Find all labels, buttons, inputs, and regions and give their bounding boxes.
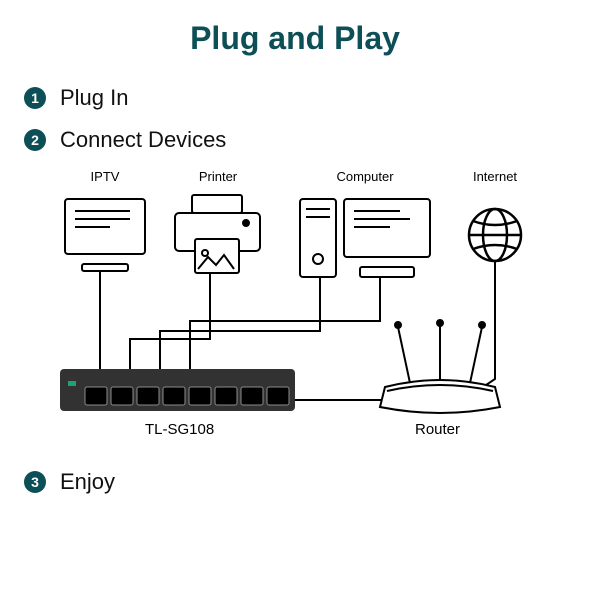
step-3: 3 Enjoy [24,469,590,495]
diagram: IPTV Printer Computer Internet TL-SG108 … [0,169,590,469]
step-3-badge: 3 [24,471,46,493]
switch-icon [60,369,295,411]
diagram-svg [0,169,590,469]
step-2-label: Connect Devices [60,127,226,153]
router-icon [380,320,500,413]
steps-list: 1 Plug In 2 Connect Devices [24,85,590,153]
step-1: 1 Plug In [24,85,590,111]
step-1-badge: 1 [24,87,46,109]
step-3-label: Enjoy [60,469,115,495]
printer-icon [175,195,260,273]
step-2: 2 Connect Devices [24,127,590,153]
iptv-icon [65,199,145,271]
computer-icon [300,199,430,277]
step-1-label: Plug In [60,85,129,111]
step-2-badge: 2 [24,129,46,151]
globe-icon [469,209,521,261]
page-title: Plug and Play [0,20,590,57]
